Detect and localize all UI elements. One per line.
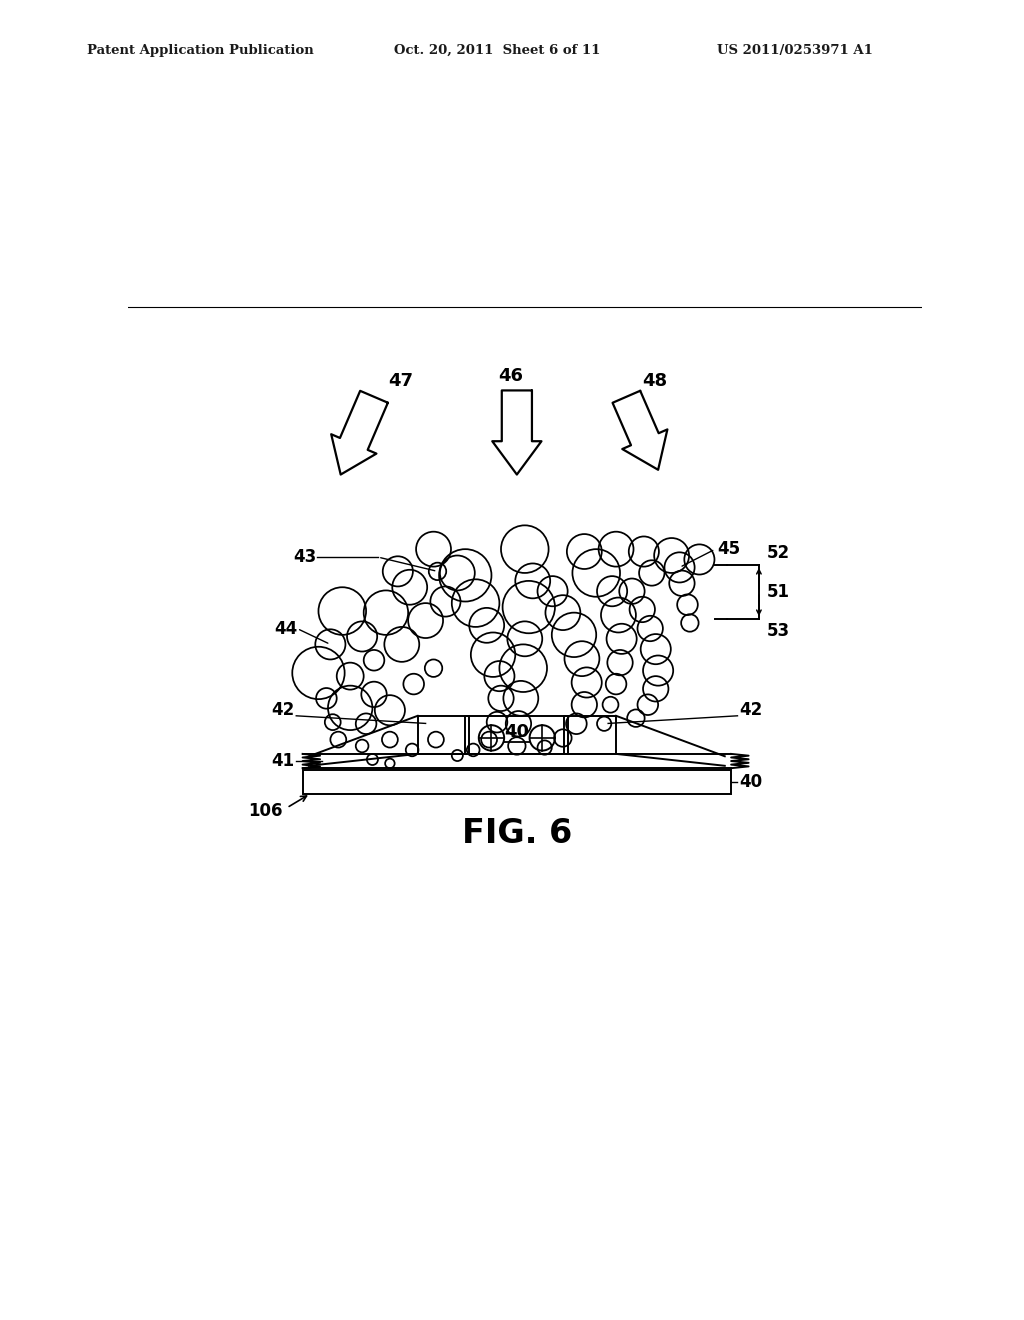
Text: Patent Application Publication: Patent Application Publication <box>87 44 313 57</box>
Bar <box>303 770 731 793</box>
Text: 42: 42 <box>739 701 762 719</box>
Text: 106: 106 <box>248 803 283 820</box>
Bar <box>418 715 469 754</box>
Text: 41: 41 <box>271 752 295 770</box>
Text: 43: 43 <box>294 548 316 566</box>
Text: 45: 45 <box>717 540 740 558</box>
Text: 46: 46 <box>498 367 523 385</box>
Text: 48: 48 <box>642 372 668 391</box>
Text: 44: 44 <box>273 619 297 638</box>
Text: 40: 40 <box>505 722 529 741</box>
Bar <box>465 715 568 754</box>
Bar <box>564 715 616 754</box>
Text: Oct. 20, 2011  Sheet 6 of 11: Oct. 20, 2011 Sheet 6 of 11 <box>394 44 601 57</box>
Text: 47: 47 <box>388 372 414 391</box>
Text: 42: 42 <box>271 701 295 719</box>
Text: 51: 51 <box>767 583 790 601</box>
Text: FIG. 6: FIG. 6 <box>462 817 572 850</box>
Text: 40: 40 <box>739 772 762 791</box>
Text: 52: 52 <box>767 544 790 562</box>
Text: US 2011/0253971 A1: US 2011/0253971 A1 <box>717 44 872 57</box>
Text: 53: 53 <box>767 622 790 640</box>
